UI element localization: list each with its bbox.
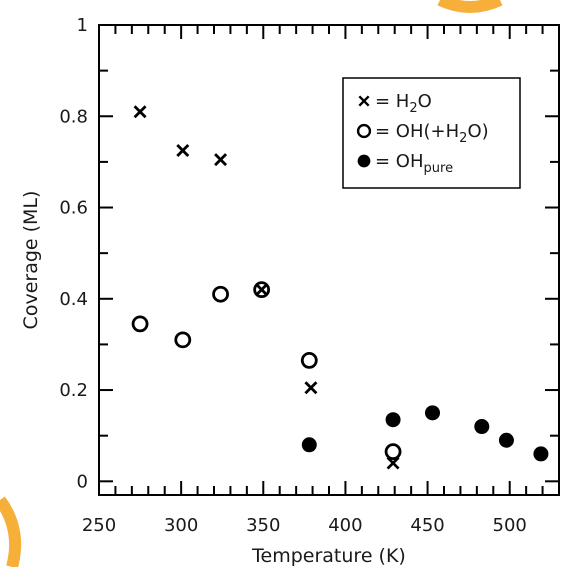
point-h2o: [304, 381, 318, 395]
point-h2o: [176, 143, 190, 157]
legend-label-h2o: = H2O: [375, 91, 432, 116]
legend-box: [342, 77, 521, 189]
legend: = H2O = OH(+H2O) = OHpure: [342, 77, 521, 189]
x-tick-label: 350: [246, 515, 280, 536]
point-oh_pure: [498, 432, 514, 448]
y-tick-label: 0.8: [59, 106, 88, 127]
y-axis-title: Coverage (ML): [20, 191, 42, 330]
point-oh_h2o: [384, 443, 402, 461]
point-oh_pure: [301, 437, 317, 453]
point-oh_h2o: [253, 281, 271, 299]
point-oh_h2o: [174, 331, 192, 349]
y-tick-label: 0.2: [59, 380, 88, 401]
series-h2o: [133, 105, 400, 470]
data-points: [131, 105, 549, 470]
watermark-arc-bottom: [0, 496, 22, 567]
x-tick-label: 450: [410, 515, 444, 536]
y-tick-label: 1: [77, 15, 88, 36]
point-h2o: [386, 456, 400, 470]
point-oh_h2o: [300, 351, 318, 369]
point-h2o: [133, 105, 147, 119]
point-h2o: [214, 153, 228, 167]
x-tick-label: 250: [82, 515, 116, 536]
point-oh_pure: [385, 412, 401, 428]
point-oh_pure: [533, 446, 549, 462]
series-oh_h2o: [131, 281, 402, 461]
watermark-arc-top: [437, 0, 503, 13]
y-tick-label: 0.4: [59, 289, 88, 310]
y-axis: 0 0.2 0.4 0.6 0.8 1: [59, 15, 559, 492]
legend-marker-oh_pure: [357, 154, 371, 168]
point-oh_pure: [425, 405, 440, 421]
legend-marker-oh_h2o: [356, 123, 372, 139]
x-tick-label: 300: [164, 515, 198, 536]
x-axis-title: Temperature (K): [251, 545, 406, 567]
point-h2o: [255, 283, 269, 297]
series-oh_pure: [301, 405, 549, 462]
point-oh_h2o: [212, 285, 229, 303]
point-oh_h2o: [131, 315, 149, 333]
point-oh_pure: [474, 419, 490, 435]
x-axis: 250 300 350 400 450 500: [82, 25, 544, 536]
background-watermark: [0, 0, 503, 567]
x-tick-label: 500: [493, 515, 527, 536]
legend-label-oh_h2o: = OH(+H2O): [375, 121, 489, 146]
y-tick-label: 0: [77, 471, 88, 492]
legend-label-oh_pure: = OHpure: [375, 151, 453, 176]
legend-marker-h2o: [358, 95, 370, 107]
x-tick-label: 400: [328, 515, 362, 536]
y-tick-label: 0.6: [59, 198, 88, 219]
